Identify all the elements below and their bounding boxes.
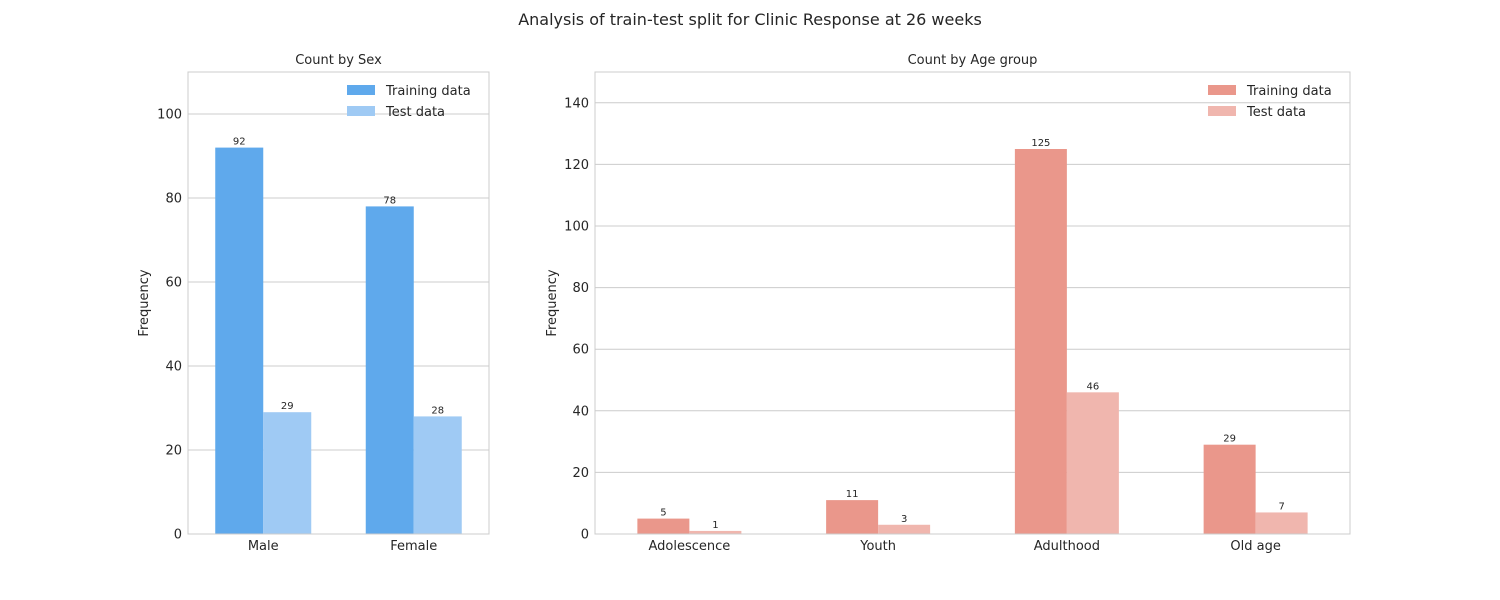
- age-xtick-label: Old age: [1230, 539, 1280, 554]
- age-data-label: 1: [712, 520, 718, 531]
- age-xtick-label: Adulthood: [1034, 539, 1100, 554]
- age-data-label: 5: [660, 508, 666, 519]
- sex-ytick-label: 20: [165, 444, 182, 459]
- age-data-label: 29: [1223, 434, 1236, 445]
- age-bar-test-data-adolescence: [689, 530, 742, 534]
- sex-ytick-label: 0: [174, 528, 182, 543]
- sex-xtick-label: Male: [248, 539, 279, 554]
- age-legend-label: Test data: [1246, 105, 1306, 120]
- age-bar-test-data-old-age: [1255, 512, 1308, 534]
- age-ytick-label: 20: [572, 466, 589, 481]
- sex-legend-label: Test data: [385, 105, 445, 120]
- age-xtick-label: Youth: [859, 539, 896, 554]
- age-data-label: 3: [901, 514, 907, 525]
- sex-axes-frame: [187, 71, 490, 535]
- age-axes-frame: [594, 71, 1351, 535]
- age-ytick-label: 60: [572, 343, 589, 358]
- sex-bar-test-data-female: [413, 416, 462, 534]
- sex-legend-label: Training data: [385, 84, 471, 99]
- age-chart-panel: Count by Age group Frequency 0 20 40 60 80 10…: [545, 53, 1351, 554]
- age-data-label: 125: [1031, 138, 1050, 149]
- age-data-label: 11: [846, 489, 859, 500]
- age-legend-label: Training data: [1246, 84, 1332, 99]
- age-bar-training-data-youth: [826, 500, 879, 534]
- age-ytick-label: 0: [581, 528, 589, 543]
- sex-data-label: 29: [281, 401, 294, 412]
- age-ytick-label: 140: [564, 96, 589, 111]
- sex-ytick-label: 60: [165, 276, 182, 291]
- age-bar-test-data-youth: [878, 524, 931, 534]
- sex-xtick-label: Female: [390, 539, 437, 554]
- sex-data-label: 78: [383, 195, 396, 206]
- age-bar-training-data-old-age: [1203, 444, 1256, 534]
- age-bar-training-data-adolescence: [637, 518, 690, 534]
- sex-legend-swatch: [347, 85, 375, 95]
- age-chart-title: Count by Age group: [908, 53, 1038, 68]
- sex-data-label: 92: [233, 137, 246, 148]
- age-data-label: 46: [1087, 381, 1100, 392]
- sex-ytick-label: 40: [165, 360, 182, 375]
- sex-chart-ylabel: Frequency: [137, 269, 152, 336]
- age-legend-swatch: [1208, 106, 1236, 116]
- age-ytick-label: 80: [572, 281, 589, 296]
- age-chart-ylabel: Frequency: [545, 269, 560, 336]
- sex-data-label: 28: [431, 405, 444, 416]
- figure-title: Analysis of train-test split for Clinic …: [518, 10, 982, 29]
- age-bar-test-data-adulthood: [1066, 392, 1119, 534]
- sex-ytick-label: 100: [157, 108, 182, 123]
- sex-bar-test-data-male: [263, 412, 312, 534]
- age-data-label: 7: [1278, 501, 1284, 512]
- sex-bar-training-data-male: [215, 147, 264, 534]
- age-legend-swatch: [1208, 85, 1236, 95]
- sex-legend-swatch: [347, 106, 375, 116]
- sex-bar-training-data-female: [365, 206, 414, 534]
- sex-chart-title: Count by Sex: [295, 53, 382, 68]
- age-ytick-label: 100: [564, 220, 589, 235]
- sex-ytick-label: 80: [165, 192, 182, 207]
- sex-chart-panel: Count by Sex Frequency 0 20 40 60 80 100 92 29 M…: [137, 53, 490, 554]
- age-bar-training-data-adulthood: [1014, 149, 1067, 534]
- age-xtick-label: Adolescence: [648, 539, 730, 554]
- age-ytick-label: 120: [564, 158, 589, 173]
- age-ytick-label: 40: [572, 404, 589, 419]
